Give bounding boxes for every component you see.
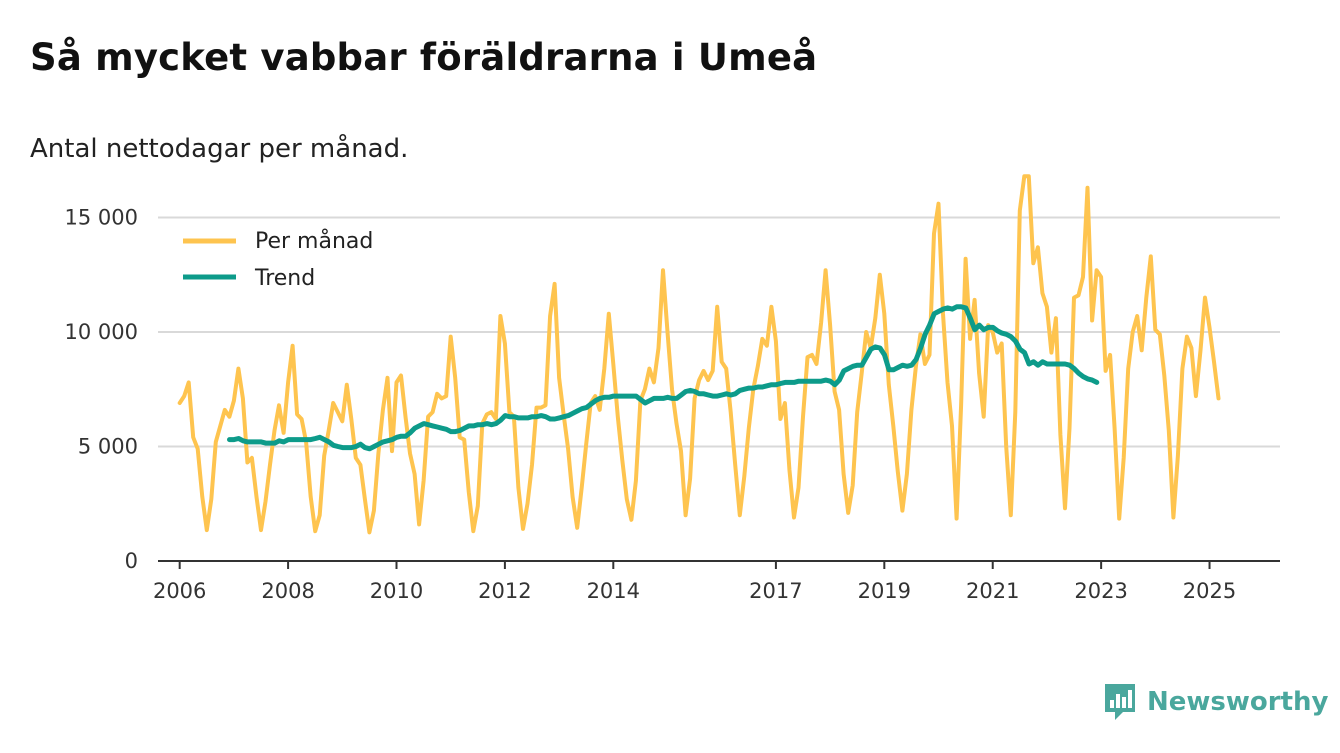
series-layer: [177, 174, 1221, 535]
x-tick-label: 2023: [1074, 579, 1127, 603]
legend: Per månad Trend: [176, 222, 394, 291]
x-tick-label: 2014: [587, 579, 640, 603]
x-tick-label: 2017: [749, 579, 802, 603]
legend-label-trend: Trend: [254, 266, 315, 291]
x-tick-label: 2025: [1183, 579, 1236, 603]
series-line-per-manad: [177, 174, 1221, 535]
y-tick-label: 10 000: [65, 320, 138, 344]
y-tick-label: 5 000: [78, 434, 138, 458]
x-tick-label: 2006: [153, 579, 206, 603]
series-line-trend: [227, 304, 1100, 452]
page-title: Så mycket vabbar föräldrarna i Umeå: [30, 36, 818, 79]
y-tick-label: 0: [125, 549, 138, 573]
x-tick-label: 2021: [966, 579, 1019, 603]
x-tick-label: 2012: [478, 579, 531, 603]
x-axis: 2006 2008 2010 2012 2014 2017 2019 2021 2023 2025: [153, 560, 1280, 603]
x-tick-label: 2019: [858, 579, 911, 603]
y-tick-label: 15 000: [65, 205, 138, 229]
brand-name: Newsworthy: [1147, 687, 1329, 717]
y-axis: 0 5 000 10 000 15 000: [65, 205, 138, 573]
newsworthy-logo-icon: [1105, 684, 1135, 720]
legend-label-per-manad: Per månad: [255, 228, 373, 254]
brand-logo: Newsworthy: [1103, 682, 1328, 722]
chart-subtitle: Antal nettodagar per månad.: [30, 134, 409, 164]
x-tick-label: 2008: [261, 579, 314, 603]
x-tick-label: 2010: [370, 579, 423, 603]
